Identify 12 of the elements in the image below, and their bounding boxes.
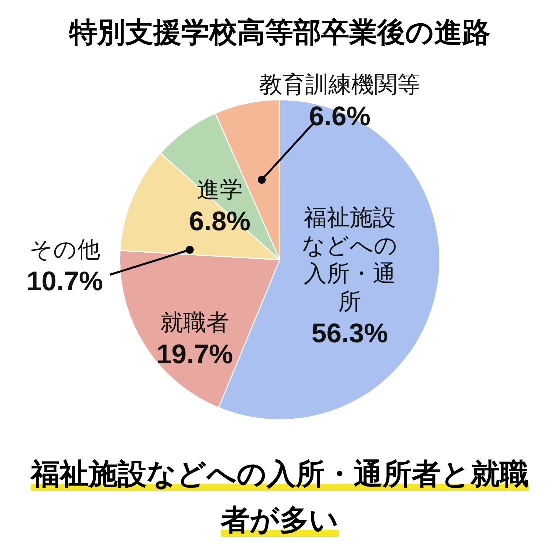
chart-title: 特別支援学校高等部卒業後の進路	[68, 16, 492, 50]
data-label: 6.6%	[309, 101, 371, 132]
text: 福祉施設などへの入所・通所者と就職者が多い	[31, 459, 529, 537]
slice-label: 教育訓練機関等	[260, 71, 420, 98]
slice-label: 進学	[197, 176, 243, 202]
data-label: 56.3%	[312, 318, 388, 348]
data-label: 10.7%	[26, 266, 104, 296]
slice-label: 福祉施設などへの入所・通所	[302, 204, 398, 314]
data-label: 6.8%	[189, 206, 251, 236]
data-label: 19.7%	[156, 339, 234, 370]
slice-label: その他	[30, 236, 100, 262]
slice-label: 就職者	[160, 309, 230, 336]
